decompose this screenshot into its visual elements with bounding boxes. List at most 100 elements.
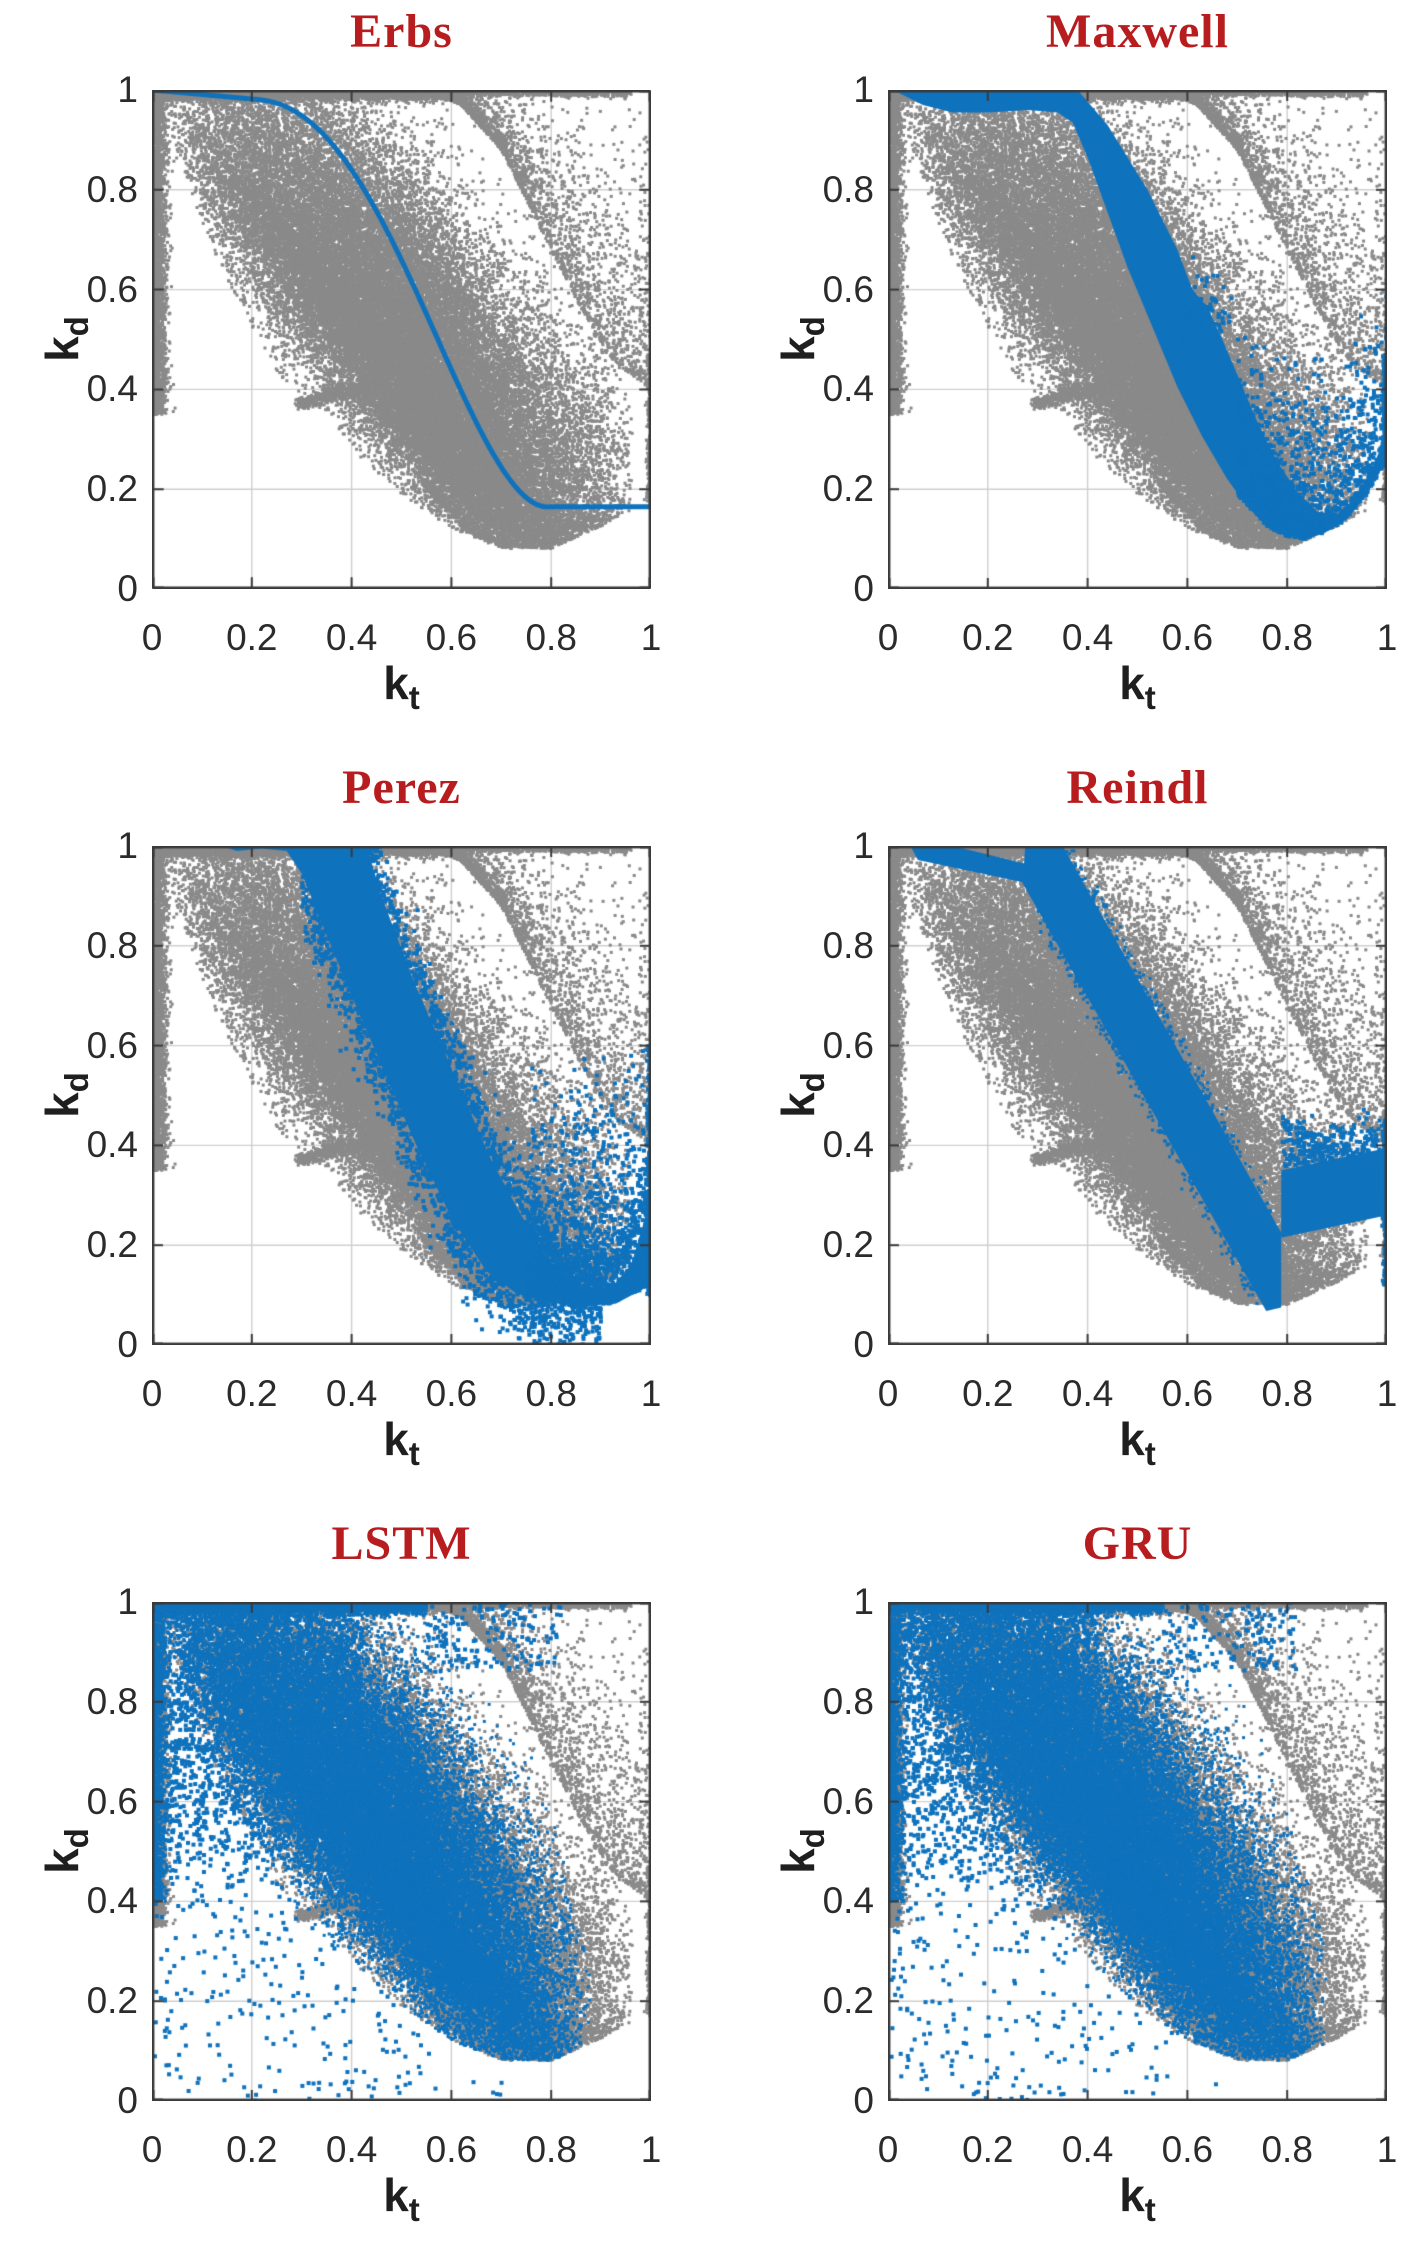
y-tick-label: 1: [853, 825, 874, 866]
x-tick-label: 1: [640, 1373, 662, 1414]
x-tick-label: 0.8: [1261, 617, 1313, 658]
x-tick-label: 1: [640, 617, 662, 658]
y-tick-label: 0.2: [822, 1224, 874, 1266]
x-tick-label: 1: [1376, 1373, 1398, 1414]
x-tick-label: 0.8: [1261, 2129, 1313, 2170]
x-tick-label: 0.4: [1061, 2129, 1114, 2170]
x-tick-label: 0.4: [1061, 1373, 1114, 1414]
panel-title-maxwell: Maxwell: [1046, 5, 1229, 58]
y-tick-label: 1: [117, 825, 138, 866]
x-axis-label: kt: [1119, 1413, 1156, 1474]
y-tick-label: 0.2: [86, 1980, 138, 2022]
y-tick-label: 1: [853, 1581, 874, 1622]
x-tick-label: 0.2: [226, 1373, 278, 1414]
plot-area-canvas-perez: [152, 846, 651, 1345]
y-tick-label: 0.4: [86, 368, 138, 410]
plot-area-canvas-erbs: [152, 90, 651, 589]
x-tick-label: 0.6: [425, 617, 478, 658]
x-tick-label: 0: [141, 1373, 163, 1414]
x-axis-label: kt: [383, 2169, 420, 2230]
plot-area-canvas-maxwell: [888, 90, 1387, 589]
y-tick-label: 0.8: [822, 924, 874, 966]
x-tick-label: 0.8: [1261, 1373, 1313, 1414]
x-tick-label: 0.2: [962, 617, 1014, 658]
y-tick-label: 0.2: [86, 1224, 138, 1266]
y-tick-label: 0.2: [822, 468, 874, 510]
y-tick-label: 0.4: [822, 1124, 874, 1166]
x-tick-label: 0.6: [425, 1373, 478, 1414]
y-axis-label: kd: [35, 316, 97, 362]
panel-title-erbs: Erbs: [350, 5, 453, 58]
y-tick-label: 0.4: [86, 1124, 138, 1166]
x-axis-label: kt: [1119, 2169, 1156, 2230]
x-tick-label: 0: [877, 617, 899, 658]
x-tick-label: 0.8: [525, 1373, 577, 1414]
x-tick-label: 0: [141, 617, 163, 658]
x-tick-label: 0.2: [962, 2129, 1014, 2170]
x-tick-label: 0.2: [962, 1373, 1014, 1414]
y-tick-label: 0: [117, 2080, 138, 2121]
y-tick-label: 0.8: [822, 168, 874, 210]
y-tick-label: 1: [117, 69, 138, 110]
x-tick-label: 0: [877, 2129, 899, 2170]
y-tick-label: 1: [853, 69, 874, 110]
x-tick-label: 0.6: [1161, 2129, 1214, 2170]
panel-reindl: Reindl 0 0.2 0.4 0.6 0.8 1 0 0.2 0.4 0.6 0.8 1 kd …: [748, 756, 1408, 1501]
y-tick-label: 0.6: [822, 1024, 874, 1066]
y-tick-label: 0: [853, 1324, 874, 1365]
y-tick-label: 0.2: [822, 1980, 874, 2022]
panel-maxwell: Maxwell 0 0.2 0.4 0.6 0.8 1 0 0.2 0.4 0.6 0.8 1 kd…: [748, 0, 1408, 745]
y-tick-label: 1: [117, 1581, 138, 1622]
x-tick-label: 0.4: [1061, 617, 1114, 658]
x-tick-label: 0.4: [325, 2129, 378, 2170]
y-axis-label: kd: [771, 1828, 833, 1874]
panel-title-lstm: LSTM: [331, 1517, 472, 1570]
x-tick-label: 0: [877, 1373, 899, 1414]
y-tick-label: 0.8: [86, 924, 138, 966]
x-tick-label: 0.8: [525, 2129, 577, 2170]
panel-lstm: LSTM 0 0.2 0.4 0.6 0.8 1 0 0.2 0.4 0.6 0.8 1 kd kt: [12, 1512, 672, 2257]
x-tick-label: 0: [141, 2129, 163, 2170]
x-tick-label: 0.2: [226, 2129, 278, 2170]
plot-area-canvas-gru: [888, 1602, 1387, 2101]
x-tick-label: 0.2: [226, 617, 278, 658]
x-tick-label: 1: [1376, 617, 1398, 658]
panel-title-perez: Perez: [342, 761, 461, 814]
panel-erbs: Erbs 0 0.2 0.4 0.6 0.8 1 0 0.2 0.4 0.6 0.8 1 kd kt: [12, 0, 672, 745]
x-tick-label: 0.4: [325, 617, 378, 658]
y-tick-label: 0.6: [86, 1780, 138, 1822]
panel-title-gru: GRU: [1082, 1517, 1193, 1570]
y-tick-label: 0: [117, 1324, 138, 1365]
plot-area-canvas-reindl: [888, 846, 1387, 1345]
x-axis-label: kt: [383, 1413, 420, 1474]
y-tick-label: 0.2: [86, 468, 138, 510]
y-tick-label: 0.4: [822, 368, 874, 410]
y-tick-label: 0: [853, 2080, 874, 2121]
y-axis-label: kd: [35, 1828, 97, 1874]
y-axis-label: kd: [35, 1072, 97, 1118]
plot-area-canvas-lstm: [152, 1602, 651, 2101]
x-tick-label: 0.8: [525, 617, 577, 658]
y-tick-label: 0.8: [86, 168, 138, 210]
x-tick-label: 0.4: [325, 1373, 378, 1414]
y-tick-label: 0.4: [822, 1880, 874, 1922]
x-tick-label: 1: [640, 2129, 662, 2170]
panel-gru: GRU 0 0.2 0.4 0.6 0.8 1 0 0.2 0.4 0.6 0.8 1 kd kt: [748, 1512, 1408, 2257]
x-tick-label: 0.6: [1161, 617, 1214, 658]
y-axis-label: kd: [771, 1072, 833, 1118]
x-axis-label: kt: [1119, 657, 1156, 718]
y-tick-label: 0.8: [822, 1680, 874, 1722]
y-tick-label: 0.6: [86, 1024, 138, 1066]
y-tick-label: 0.6: [822, 268, 874, 310]
y-tick-label: 0.6: [86, 268, 138, 310]
x-tick-label: 1: [1376, 2129, 1398, 2170]
x-axis-label: kt: [383, 657, 420, 718]
y-tick-label: 0.6: [822, 1780, 874, 1822]
x-tick-label: 0.6: [425, 2129, 478, 2170]
y-axis-label: kd: [771, 316, 833, 362]
y-tick-label: 0.4: [86, 1880, 138, 1922]
panel-title-reindl: Reindl: [1066, 761, 1209, 814]
y-tick-label: 0: [853, 568, 874, 609]
y-tick-label: 0.8: [86, 1680, 138, 1722]
